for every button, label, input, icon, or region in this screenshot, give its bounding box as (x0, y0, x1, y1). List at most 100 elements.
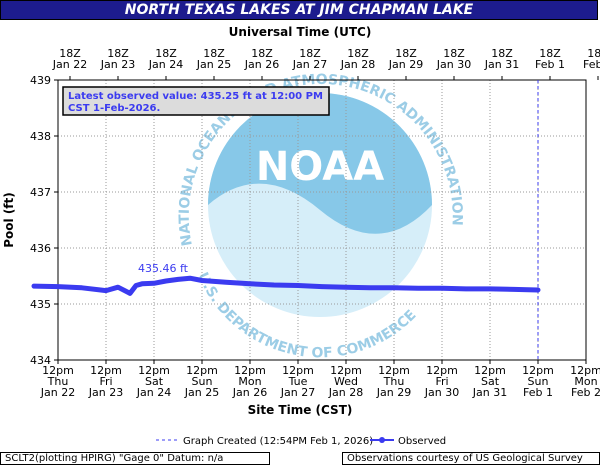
chart-title: NORTH TEXAS LAKES AT JIM CHAPMAN LAKE (0, 0, 598, 20)
x-tick-label-top: 18Z (299, 47, 321, 60)
observed-point (134, 284, 138, 287)
observed-point (416, 286, 420, 290)
observed-point (512, 287, 516, 291)
footer-datum: SCLT2(plotting HPIRG) "Gage 0" Datum: n/… (0, 452, 270, 465)
x-tick-label-bottom: Jan 28 (328, 386, 363, 399)
x-tick-label-bottom: Sat (145, 375, 164, 388)
x-tick-label-top: 18Z (251, 47, 273, 60)
latest-value-box: Latest observed value: 435.25 ft at 12:0… (62, 86, 330, 116)
x-tick-label-bottom: Jan 22 (40, 386, 75, 399)
x-tick-label-bottom: 12pm (426, 364, 458, 377)
x-tick-label-bottom: 12pm (42, 364, 74, 377)
x-tick-label-bottom: 12pm (282, 364, 314, 377)
x-tick-label-bottom: Jan 24 (136, 386, 171, 399)
observed-point (296, 284, 300, 287)
x-tick-label-bottom: Mon (574, 375, 597, 388)
x-tick-label-top: 18Z (539, 47, 561, 60)
observed-point (344, 285, 348, 289)
x-tick-label-bottom: Fri (435, 375, 448, 388)
x-tick-label-bottom: Sat (481, 375, 500, 388)
x-tick-label-bottom: Jan 31 (472, 386, 507, 399)
x-tick-label-bottom: Thu (383, 375, 405, 388)
x-tick-label-top: Jan 29 (388, 58, 423, 71)
observed-point (116, 285, 120, 289)
x-tick-label-bottom: 12pm (378, 364, 410, 377)
observed-point (32, 284, 36, 288)
observed-point (248, 282, 252, 286)
x-tick-label-top: Jan 28 (340, 58, 375, 71)
x-tick-label-top: 18Z (443, 47, 465, 60)
x-tick-label-top: Jan 24 (148, 58, 183, 71)
x2-axis-title: Universal Time (UTC) (229, 25, 372, 39)
legend: Graph Created (12:54PM Feb 1, 2026) Obse… (156, 436, 446, 447)
max-value-label: 435.46 ft (138, 262, 189, 275)
x-tick-label-bottom: 12pm (474, 364, 506, 377)
x-tick-label-bottom: Tue (288, 375, 308, 388)
observed-series (31, 275, 541, 296)
x-tick-label-bottom: Sun (192, 375, 213, 388)
x-tick-label-top: Jan 25 (196, 58, 231, 71)
observed-point (392, 286, 396, 290)
observed-point (56, 285, 60, 289)
x-tick-label-bottom: 12pm (522, 364, 554, 377)
observed-point (488, 287, 492, 291)
latest-value-line2: CST 1-Feb-2026. (68, 103, 160, 114)
plot-frame (57, 79, 587, 361)
x-tick-label-top: Jan 27 (292, 58, 327, 71)
observed-point (224, 280, 228, 284)
x-tick-label-bottom: Jan 29 (376, 386, 411, 399)
noaa-logo-gull (208, 93, 432, 234)
observed-point (368, 286, 372, 290)
x-tick-label-bottom: 12pm (570, 364, 600, 377)
observed-point (440, 286, 444, 290)
x-tick-label-top: 18Z (587, 47, 600, 60)
x-tick-label-bottom: 12pm (234, 364, 266, 377)
observed-point (188, 276, 192, 280)
observed-point (164, 279, 168, 283)
x-tick-label-top: 18Z (395, 47, 417, 60)
x-tick-label-bottom: Jan 26 (232, 386, 267, 399)
observed-point (272, 283, 276, 287)
x-tick-label-top: 18Z (203, 47, 225, 60)
x-tick-label-bottom: Jan 27 (280, 386, 315, 399)
observed-point (128, 291, 132, 295)
footer-credit: Observations courtesy of US Geological S… (342, 452, 600, 465)
x-tick-label-bottom: Wed (334, 375, 358, 388)
x-tick-label-bottom: Jan 30 (424, 386, 459, 399)
x-tick-label-top: Jan 26 (244, 58, 279, 71)
x-tick-label-top: Jan 23 (100, 58, 135, 71)
legend-observed-label: Observed (398, 436, 446, 447)
y-tick-label: 439 (30, 74, 51, 87)
x-tick-label-bottom: Thu (47, 375, 69, 388)
x-tick-label-bottom: 12pm (330, 364, 362, 377)
y-axis: 434 435 436 437 438 439 (30, 74, 58, 367)
x-tick-label-bottom: 12pm (186, 364, 218, 377)
y-tick-label: 436 (30, 242, 51, 255)
y-axis-title: Pool (ft) (2, 192, 16, 248)
x-tick-label-top: Jan 31 (484, 58, 519, 71)
x-tick-label-bottom: Sun (528, 375, 549, 388)
y-tick-label: 434 (30, 354, 51, 367)
y-tick-label: 438 (30, 130, 51, 143)
x-tick-label-bottom: Jan 23 (88, 386, 123, 399)
x-tick-label-bottom: Mon (238, 375, 261, 388)
observed-point (80, 286, 84, 290)
x-tick-label-bottom: Feb 2 (571, 386, 600, 399)
observed-point (200, 279, 204, 282)
noaa-logo-center-text: NOAA (256, 144, 384, 190)
observed-point (152, 281, 156, 285)
x-tick-label-top: 18Z (347, 47, 369, 60)
observed-point (320, 285, 324, 289)
y-tick-label: 437 (30, 186, 51, 199)
x-tick-label-bottom: Fri (99, 375, 112, 388)
x-tick-label-top: 18Z (59, 47, 81, 60)
x-tick-label-top: Feb 1 (535, 58, 565, 71)
observed-point (104, 289, 108, 293)
x-tick-label-top: Feb 2 (583, 58, 600, 71)
x-tick-label-bottom: Jan 25 (184, 386, 219, 399)
x-tick-label-top: 18Z (155, 47, 177, 60)
x-tick-label-top: Jan 30 (436, 58, 471, 71)
x-axis-title: Site Time (CST) (248, 403, 353, 417)
